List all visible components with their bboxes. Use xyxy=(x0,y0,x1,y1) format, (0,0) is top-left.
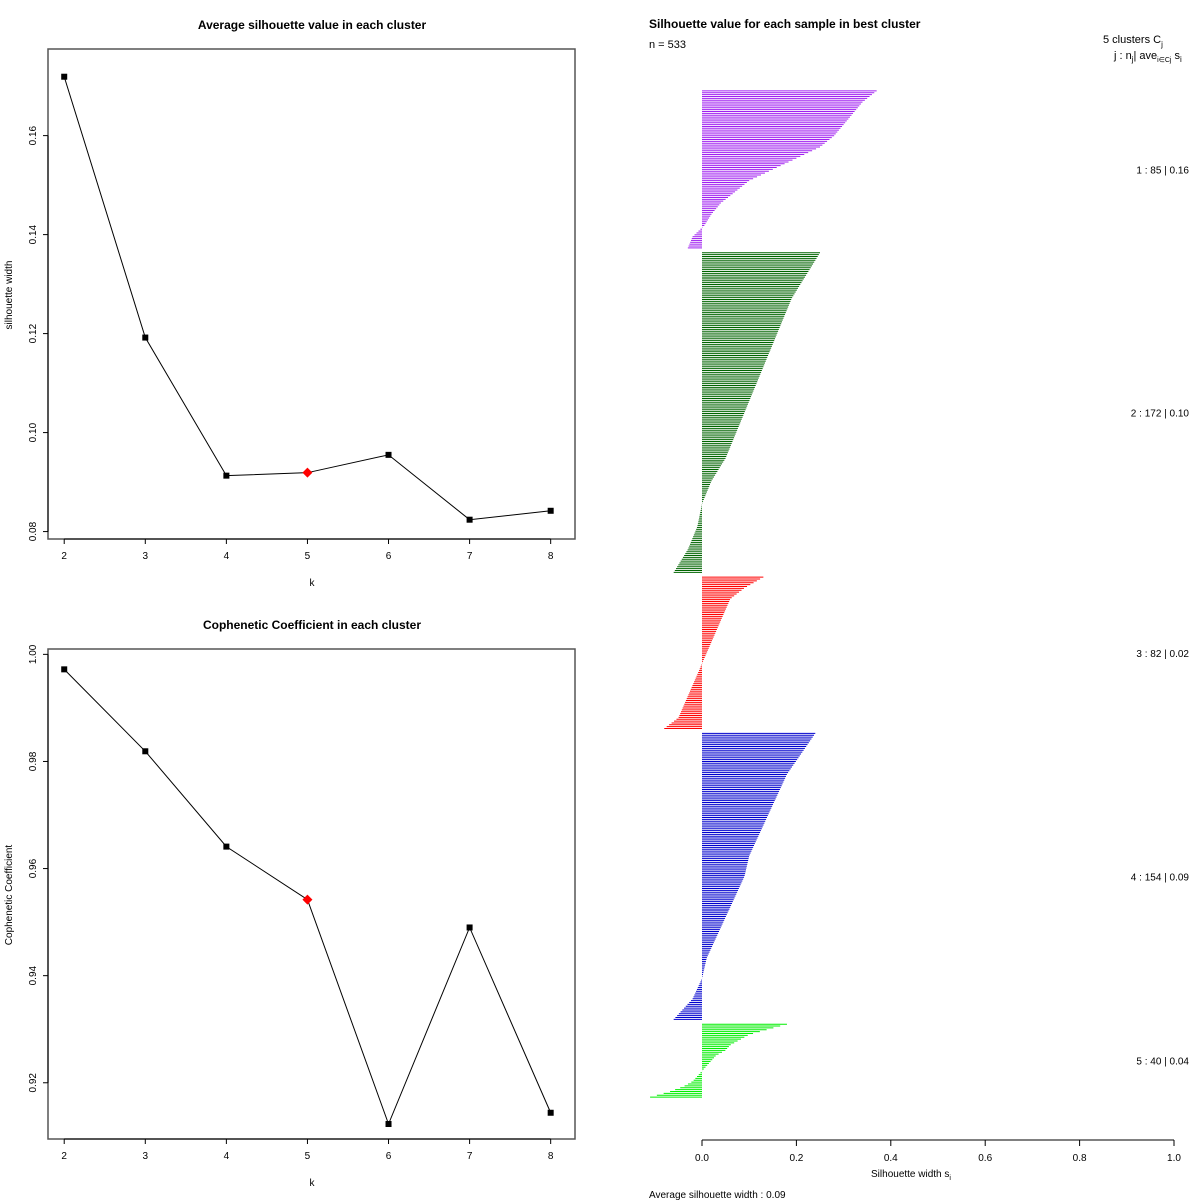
svg-text:Silhouette width si: Silhouette width si xyxy=(871,1169,951,1182)
legend-subheader-end: s xyxy=(1171,50,1180,62)
cluster-1-legend-label: 1 : 85 | 0.16 xyxy=(1136,165,1189,176)
silhouette-avg-plot-box xyxy=(47,48,576,540)
cophenetic-series xyxy=(61,666,554,1128)
silhouette-avg-xlabel: k xyxy=(310,578,316,589)
cluster-4-legend-label: 4 : 154 | 0.09 xyxy=(1131,872,1190,883)
cophenetic-y-axis: 0.92 0.94 0.96 0.98 1.00 xyxy=(28,644,49,1093)
y-tick-label: 0.14 xyxy=(28,224,39,244)
x-tick-label: 0.2 xyxy=(789,1153,803,1164)
cophenetic-ylabel: Cophenetic Coefficient xyxy=(4,845,15,946)
cluster-2-legend-label: 2 : 172 | 0.10 xyxy=(1131,409,1190,420)
data-point xyxy=(547,1109,554,1116)
cluster-3-bars xyxy=(664,576,764,730)
cophenetic-x-axis: 2 3 4 5 6 7 8 xyxy=(61,1138,554,1162)
x-tick-label: 7 xyxy=(467,551,473,562)
y-tick-label: 0.08 xyxy=(28,521,39,541)
cluster-5-legend-label: 5 : 40 | 0.04 xyxy=(1136,1057,1189,1068)
average-silhouette-footer: Average silhouette width : 0.09 xyxy=(649,1190,786,1200)
data-point xyxy=(385,451,392,458)
sample-count-label: n = 533 xyxy=(649,39,686,51)
cophenetic-xlabel: k xyxy=(310,1178,316,1189)
y-tick-label: 0.10 xyxy=(28,422,39,442)
series-line xyxy=(63,76,551,521)
x-tick-label: 3 xyxy=(143,1151,149,1162)
legend-header: 5 clusters C xyxy=(1103,34,1161,46)
cluster-4-bars xyxy=(673,732,816,1020)
y-tick-label: 0.16 xyxy=(28,125,39,145)
data-point xyxy=(223,843,230,850)
x-tick-label: 5 xyxy=(305,551,311,562)
x-tick-label: 7 xyxy=(467,1151,473,1162)
cluster-1-bars xyxy=(687,90,877,249)
highlight-point xyxy=(302,467,313,478)
x-tick-label: 8 xyxy=(548,551,554,562)
silhouette-samples-panel: Silhouette value for each sample in best… xyxy=(649,17,1189,1200)
silhouette-xlabel: Silhouette width s xyxy=(871,1169,949,1180)
cophenetic-panel: Cophenetic Coefficient in each cluster 2… xyxy=(4,618,576,1189)
silhouette-x-axis: 0.0 0.2 0.4 0.6 0.8 1.0 xyxy=(695,1139,1181,1164)
y-tick-label: 0.92 xyxy=(28,1073,39,1093)
y-tick-label: 0.94 xyxy=(28,965,39,985)
y-tick-label: 0.12 xyxy=(28,323,39,343)
y-tick-label: 1.00 xyxy=(28,644,39,664)
data-point xyxy=(466,924,473,931)
svg-text:5 clusters Cj: 5 clusters Cj xyxy=(1103,34,1163,49)
x-tick-label: 6 xyxy=(386,1151,392,1162)
data-point xyxy=(61,666,68,673)
x-tick-label: 4 xyxy=(224,1151,230,1162)
x-tick-label: 4 xyxy=(224,551,230,562)
cluster-legend: 1 : 85 | 0.16 2 : 172 | 0.10 3 : 82 | 0.02… xyxy=(1131,165,1190,1067)
x-tick-label: 2 xyxy=(61,551,67,562)
legend-subheader-rest: | ave xyxy=(1134,50,1158,62)
cophenetic-title: Cophenetic Coefficient in each cluster xyxy=(203,618,421,632)
highlight-point xyxy=(302,894,313,905)
data-point xyxy=(547,507,554,514)
x-tick-label: 2 xyxy=(61,1151,67,1162)
data-point xyxy=(142,748,149,755)
data-point xyxy=(223,472,230,479)
data-point xyxy=(142,334,149,341)
silhouette-avg-series xyxy=(61,73,554,523)
legend-subheader-sub2: i∈Cj xyxy=(1157,57,1172,64)
legend-subheader: j : n xyxy=(1113,50,1132,62)
data-point xyxy=(466,516,473,523)
x-tick-label: 5 xyxy=(305,1151,311,1162)
data-point xyxy=(385,1121,392,1128)
silhouette-avg-title: Average silhouette value in each cluster xyxy=(198,18,427,32)
x-tick-label: 6 xyxy=(386,551,392,562)
cluster-legend-header: 5 clusters Cj j : nj| avei∈Cj si xyxy=(1103,34,1182,64)
cophenetic-plot-box xyxy=(47,648,576,1140)
cluster-5-bars xyxy=(650,1023,787,1098)
x-tick-label: 0.4 xyxy=(884,1153,898,1164)
silhouette-samples-title: Silhouette value for each sample in best… xyxy=(649,17,921,31)
x-tick-label: 8 xyxy=(548,1151,554,1162)
y-tick-label: 0.98 xyxy=(28,751,39,771)
cluster-3-legend-label: 3 : 82 | 0.02 xyxy=(1136,649,1189,660)
x-tick-label: 1.0 xyxy=(1167,1153,1181,1164)
cluster-2-bars xyxy=(673,252,820,573)
silhouette-avg-panel: Average silhouette value in each cluster… xyxy=(4,18,576,589)
silhouette-avg-ylabel: silhouette width xyxy=(4,261,15,330)
svg-text:j : nj| avei∈Cj si: j : nj| avei∈Cj si xyxy=(1113,50,1182,64)
silhouette-avg-y-axis: 0.08 0.10 0.12 0.14 0.16 xyxy=(28,125,49,541)
legend-header-sub: j xyxy=(1160,40,1163,49)
x-tick-label: 3 xyxy=(143,551,149,562)
y-tick-label: 0.96 xyxy=(28,858,39,878)
data-point xyxy=(61,73,68,80)
silhouette-bars xyxy=(650,90,877,1098)
x-tick-label: 0.0 xyxy=(695,1153,709,1164)
x-tick-label: 0.6 xyxy=(978,1153,992,1164)
x-tick-label: 0.8 xyxy=(1073,1153,1087,1164)
silhouette-avg-x-axis: 2 3 4 5 6 7 8 xyxy=(61,538,554,562)
